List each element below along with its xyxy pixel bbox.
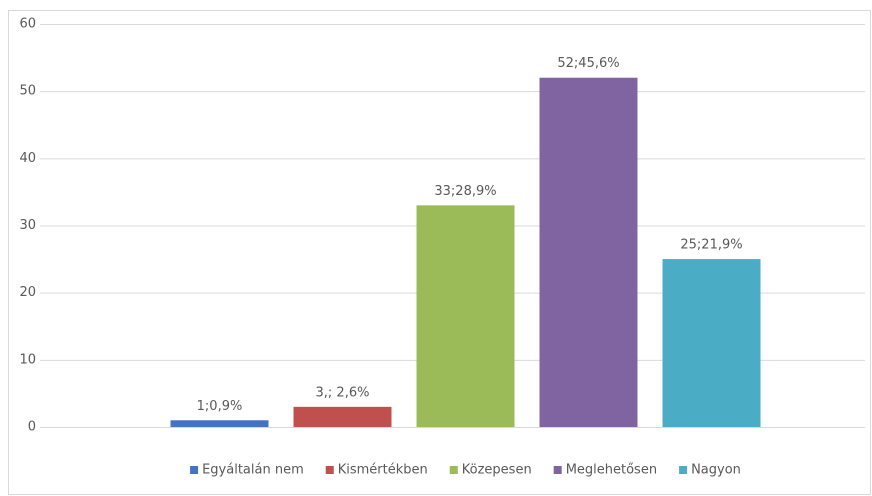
y-tick-label: 30: [19, 218, 36, 233]
legend-swatch: [190, 466, 199, 474]
bar: [170, 420, 269, 427]
legend-label: Közepesen: [462, 463, 532, 478]
data-label: 1;0,9%: [197, 399, 243, 414]
bar: [416, 205, 515, 427]
y-tick-label: 60: [19, 17, 36, 32]
y-tick-label: 10: [19, 352, 36, 367]
bar: [293, 406, 392, 427]
legend-label: Kismértékben: [338, 463, 428, 478]
y-tick-label: 50: [19, 84, 36, 99]
bar: [539, 77, 638, 427]
data-label: 33;28,9%: [434, 184, 496, 199]
legend-swatch: [325, 466, 334, 474]
y-tick-label: 0: [28, 420, 36, 435]
data-label: 52;45,6%: [557, 56, 619, 71]
legend-label: Nagyon: [691, 463, 741, 478]
bar: [662, 259, 761, 427]
legend-swatch: [679, 466, 688, 474]
data-label: 3,; 2,6%: [316, 385, 370, 400]
legend-swatch: [449, 466, 458, 474]
y-tick-label: 20: [19, 285, 36, 300]
legend-label: Egyáltalán nem: [202, 463, 304, 478]
y-tick-label: 40: [19, 151, 36, 166]
legend-swatch: [553, 466, 562, 474]
legend-label: Meglehetősen: [566, 463, 657, 478]
data-label: 25;21,9%: [680, 238, 742, 253]
